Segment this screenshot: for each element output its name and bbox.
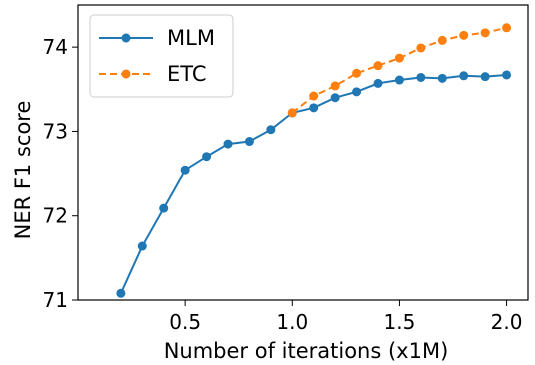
series-etc-point — [394, 53, 404, 63]
series-mlm-point — [266, 125, 276, 135]
series-mlm-point — [330, 93, 340, 103]
series-etc-point — [287, 108, 297, 118]
series-mlm-point — [459, 71, 469, 81]
y-tick-label: 72 — [43, 204, 68, 228]
series-mlm-point — [394, 75, 404, 85]
legend-etc-label: ETC — [167, 62, 207, 86]
series-mlm-point — [352, 87, 362, 97]
x-tick-label: 1.5 — [384, 310, 416, 334]
series-mlm-point — [416, 72, 426, 82]
series-etc-point — [416, 43, 426, 53]
series-etc-point — [437, 35, 447, 45]
series-mlm-point — [373, 78, 383, 88]
series-etc-line — [291, 26, 507, 114]
x-axis: 0.5 1.0 1.5 2.0 — [169, 300, 522, 334]
series-etc-point — [459, 30, 469, 40]
series-etc-point — [309, 91, 319, 101]
series-layer — [116, 23, 512, 298]
series-mlm-point — [137, 241, 147, 251]
legend-etc-marker — [121, 69, 131, 79]
plot-area — [77, 4, 529, 301]
series-etc-point — [480, 28, 490, 38]
series-mlm-point — [437, 73, 447, 83]
x-tick-label: 0.5 — [169, 310, 201, 334]
y-tick-label: 71 — [43, 288, 68, 312]
legend: MLM ETC — [89, 14, 234, 98]
series-mlm-point — [159, 203, 169, 213]
axes-frame — [77, 4, 529, 301]
series-etc-point — [352, 68, 362, 78]
series-mlm-point — [202, 152, 212, 162]
series-mlm-point — [180, 165, 190, 175]
legend-mlm-label: MLM — [167, 26, 215, 50]
y-axis-label: NER F1 score — [11, 101, 35, 240]
y-tick-label: 73 — [43, 119, 68, 143]
series-etc-point — [502, 23, 512, 33]
series-mlm-point — [116, 288, 126, 298]
series-mlm-point — [223, 139, 233, 149]
series-etc-point — [330, 81, 340, 91]
series-mlm-point — [480, 72, 490, 82]
y-axis: 71 72 73 74 — [43, 35, 78, 312]
legend-mlm-marker — [121, 33, 131, 43]
y-tick-label: 74 — [43, 35, 68, 59]
series-etc-point — [373, 61, 383, 71]
series-mlm-point — [502, 70, 512, 80]
x-tick-label: 2.0 — [491, 310, 523, 334]
x-axis-label: Number of iterations (x1M) — [164, 339, 449, 363]
x-tick-label: 1.0 — [276, 310, 308, 334]
series-mlm-point — [309, 103, 319, 113]
series-mlm-point — [244, 137, 254, 147]
